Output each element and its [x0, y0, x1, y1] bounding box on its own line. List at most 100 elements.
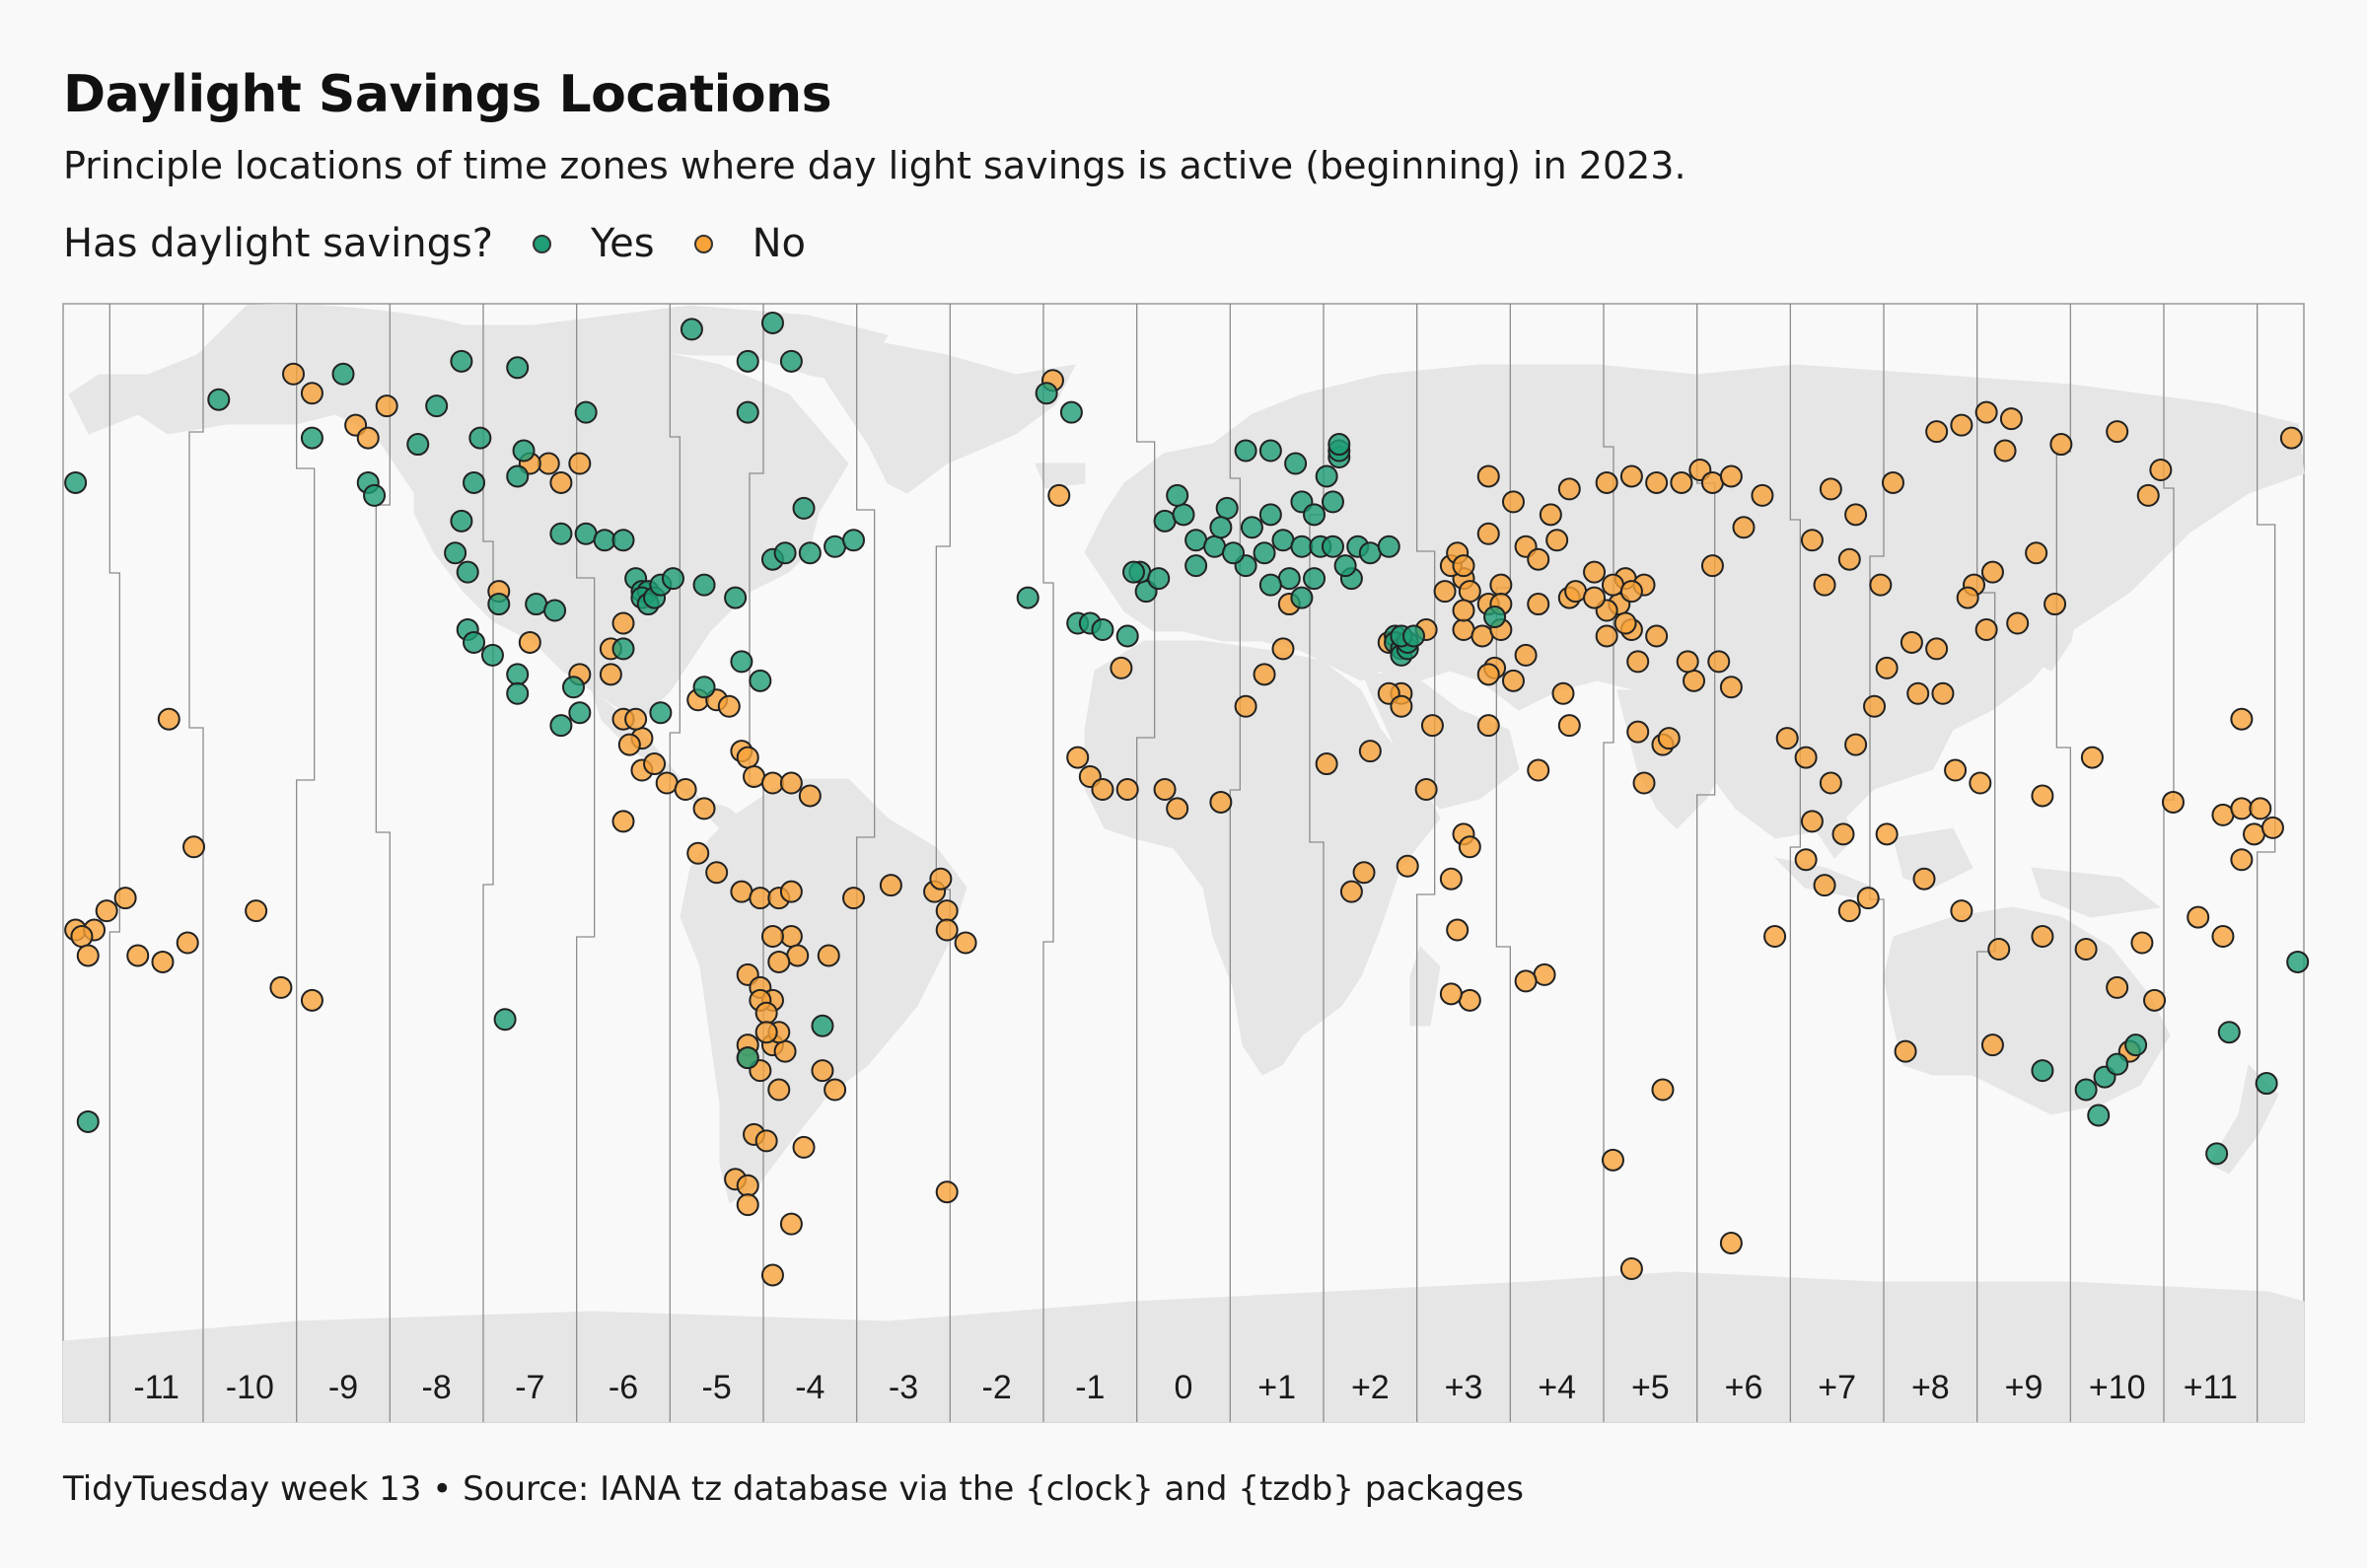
location-point-no [1875, 822, 1899, 846]
location-point-no [1931, 681, 1955, 705]
location-point-yes [1321, 490, 1344, 514]
location-point-no [182, 835, 206, 859]
location-point-no [2106, 975, 2129, 999]
location-point-yes [568, 701, 592, 725]
location-point-no [1987, 937, 2011, 961]
location-point-yes [506, 681, 530, 705]
location-point-no [1632, 771, 1656, 795]
timezone-label: +7 [1818, 1369, 1856, 1406]
land-antarctica [62, 1271, 2305, 1423]
location-point-yes [2074, 1078, 2098, 1102]
location-point-no [1831, 822, 1855, 846]
location-point-no [1352, 861, 1376, 885]
location-point-yes [2087, 1104, 2111, 1127]
location-point-no [1837, 547, 1861, 571]
location-point-no [1595, 624, 1618, 648]
location-point-no [2243, 822, 2266, 846]
location-point-no [126, 944, 150, 967]
location-point-yes [1035, 382, 1058, 405]
location-point-no [1595, 470, 1618, 494]
location-point-no [1619, 1256, 1643, 1280]
chart-subtitle: Principle locations of time zones where … [63, 144, 1686, 187]
location-point-no [754, 1021, 778, 1044]
location-point-yes [450, 349, 473, 373]
location-point-yes [1333, 554, 1357, 578]
location-point-no [568, 452, 592, 475]
location-point-no [2279, 426, 2303, 450]
location-point-no [1863, 694, 1887, 718]
location-point-no [1950, 413, 1973, 437]
location-point-no [1458, 835, 1481, 859]
location-point-no [176, 931, 199, 955]
timezone-boundary [108, 304, 120, 1422]
location-point-no [1813, 874, 1836, 897]
location-point-no [692, 797, 716, 820]
location-point-no [779, 771, 803, 795]
timezone-boundary [1495, 304, 1511, 1422]
location-point-yes [649, 701, 673, 725]
location-point-yes [1327, 433, 1351, 457]
location-point-no [1476, 714, 1500, 738]
location-point-no [2260, 816, 2284, 839]
location-point-no [792, 1135, 816, 1159]
location-point-no [1614, 611, 1637, 635]
timezone-label: -7 [515, 1369, 544, 1406]
location-point-no [1700, 554, 1724, 578]
timezone-label: -4 [795, 1369, 825, 1406]
location-point-no [70, 925, 94, 949]
location-points [64, 311, 2310, 1287]
location-point-yes [2106, 1052, 2129, 1076]
location-point-no [1234, 694, 1257, 718]
location-point-no [245, 899, 268, 923]
location-point-no [2230, 848, 2254, 872]
location-point-no [300, 382, 323, 405]
location-point-no [1999, 407, 2023, 431]
location-point-no [1869, 573, 1893, 597]
location-point-yes [730, 650, 753, 674]
location-point-no [1601, 1148, 1624, 1172]
location-point-no [1645, 470, 1669, 494]
location-point-no [1626, 720, 1650, 744]
location-point-yes [692, 573, 716, 597]
location-point-no [1253, 663, 1276, 686]
location-point-no [798, 784, 822, 808]
location-point-yes [468, 426, 492, 450]
timezone-label: +9 [2005, 1369, 2044, 1406]
timezone-label: +1 [1257, 1369, 1296, 1406]
location-point-yes [1203, 535, 1227, 558]
timezone-label: -5 [702, 1369, 732, 1406]
timezone-label: -11 [133, 1369, 179, 1406]
location-point-no [1619, 580, 1643, 604]
location-point-no [1670, 470, 1693, 494]
location-point-no [1153, 777, 1177, 801]
location-point-yes [680, 318, 703, 341]
timezone-boundary [1789, 304, 1801, 1422]
legend-label-yes: Yes [591, 221, 655, 266]
location-point-yes [2286, 950, 2310, 973]
location-point-no [1533, 962, 1556, 986]
location-point-no [1732, 516, 1756, 539]
timezone-boundary [1042, 304, 1054, 1422]
location-point-no [655, 771, 679, 795]
location-point-no [2130, 931, 2154, 955]
location-point-yes [792, 496, 816, 520]
location-point-no [1433, 580, 1457, 604]
location-point-no [736, 1193, 759, 1217]
location-point-yes [2217, 1021, 2241, 1044]
location-point-no [2211, 803, 2235, 826]
location-point-yes [2255, 1072, 2278, 1096]
location-point-no [1900, 630, 1923, 654]
location-point-yes [549, 522, 573, 545]
location-point-no [1583, 560, 1607, 584]
location-point-yes [444, 541, 467, 565]
location-point-no [1875, 656, 1899, 679]
location-point-yes [512, 439, 536, 463]
location-point-no [811, 1059, 834, 1083]
location-point-yes [1172, 503, 1195, 527]
location-point-no [773, 1039, 797, 1063]
location-point-no [1601, 573, 1624, 597]
location-point-no [1837, 899, 1861, 923]
location-point-no [356, 426, 380, 450]
timezone-boundary [1869, 304, 1885, 1422]
